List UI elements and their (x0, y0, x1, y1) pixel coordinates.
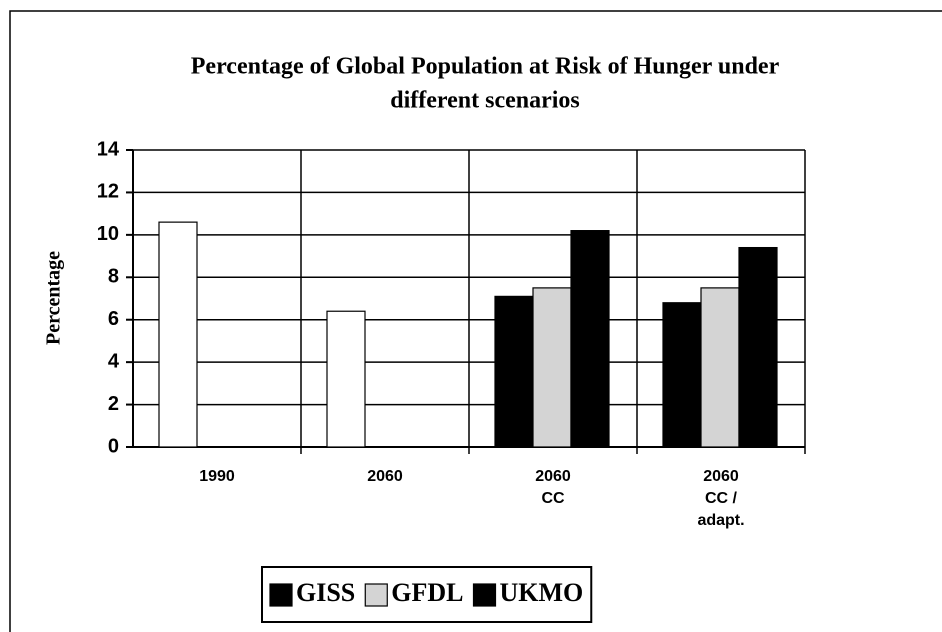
y-tick-label: 8 (108, 266, 119, 288)
bar (532, 287, 572, 448)
chart-title: Percentage of Global Population at Risk … (191, 54, 780, 80)
x-tick-label: 2060 (367, 468, 403, 485)
y-axis-label: Percentage (43, 251, 65, 345)
legend-label: GISS (296, 578, 355, 607)
bar (494, 295, 534, 448)
chart-border (9, 10, 942, 632)
y-tick-label: 4 (108, 350, 120, 372)
x-tick-label: 1990 (199, 468, 235, 485)
x-tick-label: 2060 (703, 468, 739, 485)
y-tick-label: 12 (97, 181, 119, 203)
bar (158, 221, 198, 448)
y-tick-label: 10 (97, 223, 119, 245)
x-tick-label: CC / (705, 490, 738, 507)
bar (326, 310, 366, 448)
bar (738, 246, 778, 448)
y-tick-label: 0 (108, 435, 119, 457)
legend-swatch (269, 583, 293, 607)
legend-box (261, 566, 593, 623)
y-tick-label: 2 (108, 393, 119, 415)
legend-label: GFDL (391, 578, 463, 607)
legend-swatch (472, 583, 497, 607)
chart-title: different scenarios (390, 88, 580, 114)
bar (700, 287, 740, 448)
x-tick-label: 2060 (535, 468, 571, 485)
bar (570, 230, 610, 448)
x-tick-label: CC (541, 490, 565, 507)
y-tick-label: 6 (108, 308, 119, 330)
legend-swatch (364, 583, 388, 607)
y-tick-label: 14 (97, 138, 120, 160)
legend-label: UKMO (500, 578, 584, 607)
bar (662, 302, 702, 448)
x-tick-label: adapt. (697, 512, 744, 529)
